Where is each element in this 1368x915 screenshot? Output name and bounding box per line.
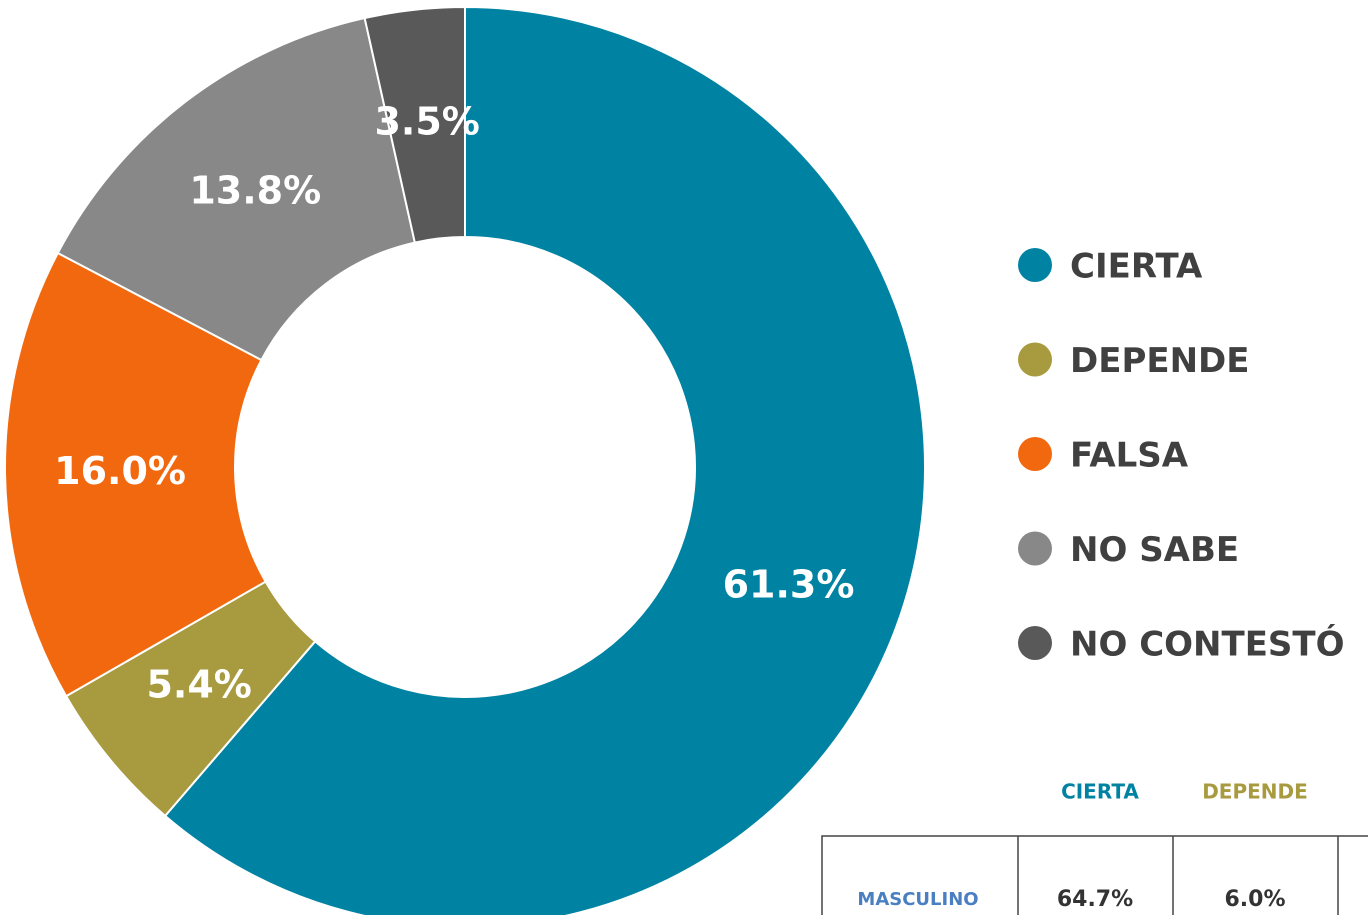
donut-slice: [56, 16, 417, 362]
legend-marker: [1018, 342, 1052, 377]
data-label: 61.3%: [723, 562, 855, 606]
data-label: 5.4%: [146, 662, 251, 706]
table-cell: 6.0%: [1224, 887, 1285, 912]
legend-label: CIERTA: [1070, 247, 1203, 287]
legend-marker: [1018, 626, 1052, 660]
data-label: 13.8%: [189, 169, 321, 213]
data-label: 16.0%: [54, 449, 186, 493]
legend-marker: [1018, 248, 1052, 282]
table-border: [821, 835, 1368, 915]
legend-label: NO SABE: [1070, 530, 1239, 570]
row-label: MASCULINO: [857, 889, 978, 910]
table-header: CIERTA: [1061, 780, 1139, 804]
donut-slice: [4, 251, 267, 698]
data-label: 3.5%: [374, 100, 479, 144]
legend-label: FALSA: [1070, 436, 1189, 476]
legend-marker: [1018, 531, 1052, 566]
legend-label: DEPENDE: [1070, 341, 1250, 381]
table-cell: 64.7%: [1057, 887, 1133, 912]
legend-label: NO CONTESTÓ: [1070, 624, 1345, 665]
donut-slice: [363, 5, 466, 244]
legend-marker: [1018, 437, 1052, 471]
table-header: DEPENDE: [1202, 780, 1308, 804]
